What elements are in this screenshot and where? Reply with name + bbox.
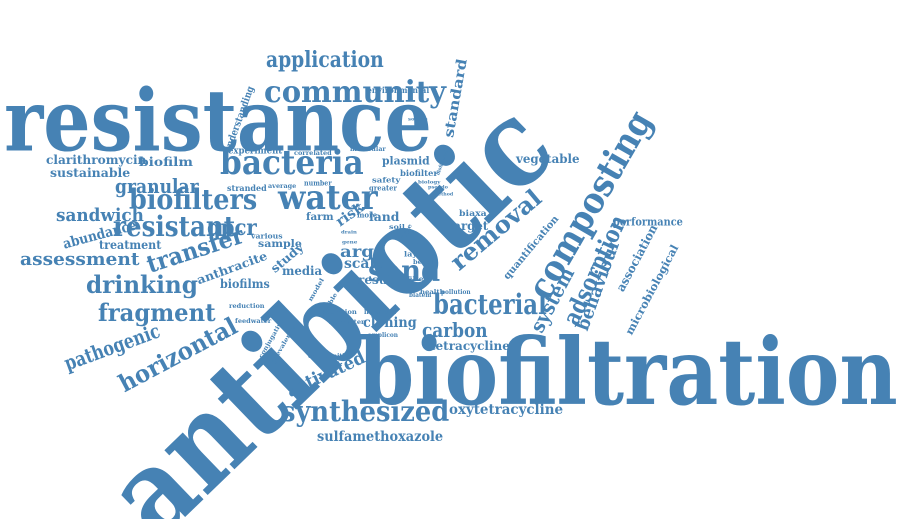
word-water: water <box>277 178 378 218</box>
word-vegetable: vegetable <box>515 152 580 166</box>
word-average: average <box>267 183 297 190</box>
word-pseudo: pseudo <box>428 184 448 191</box>
word-land: land <box>369 210 400 224</box>
word-toilet: toilet <box>403 239 423 246</box>
word-granular: granular <box>115 174 199 198</box>
word-performance: performance <box>613 215 683 229</box>
word-resistance: resistance <box>4 71 432 172</box>
word-biaxa: biaxa <box>458 208 487 218</box>
word-biology: biology <box>418 179 441 186</box>
word-safety: safety <box>372 175 401 185</box>
word-more: more <box>357 210 378 220</box>
word-target: target <box>447 219 489 233</box>
word-media: media <box>281 264 323 278</box>
word-tetracycline: tetracycline <box>430 339 510 353</box>
word-communities: communities <box>308 353 352 360</box>
word-feedwater: feedwater <box>234 318 272 325</box>
word-livestock: livestock <box>363 309 396 316</box>
word-qpcr: qpcr <box>206 215 257 241</box>
word-soil: soil <box>389 224 405 231</box>
word-arg: arg <box>340 242 374 261</box>
word-biofiltration: biofiltration <box>358 318 898 426</box>
word-number: number <box>304 178 332 188</box>
word-amplicon: amplicon <box>367 332 399 339</box>
word-bacterial: bacterial <box>433 288 547 321</box>
word-molecular: molecular <box>349 146 386 153</box>
word-environmental: environmental <box>366 85 430 95</box>
word-sand: sand <box>368 254 441 289</box>
word-source: source <box>407 116 428 123</box>
word-application: application <box>265 47 384 73</box>
word-oxytetracycline: oxytetracycline <box>448 402 564 418</box>
word-reduction: reduction <box>228 303 265 310</box>
word-drinking: drinking <box>85 270 198 299</box>
word-sustainable: sustainable <box>49 166 131 180</box>
word-bacteria: bacteria <box>220 143 364 183</box>
word-biofilters: biofilters <box>128 183 258 216</box>
word-method: method <box>433 191 454 198</box>
word-plasmid: plasmid <box>381 154 430 168</box>
word-stranded: stranded <box>227 183 267 193</box>
word-biofilter: biofilter <box>399 168 438 178</box>
word-health: health <box>419 289 445 296</box>
word-farm: farm <box>306 212 334 223</box>
word-greater: greater <box>368 183 397 193</box>
word-clarithromycin: clarithromycin <box>46 153 147 167</box>
word-biofilm: biofilm <box>138 155 193 169</box>
word-assessment: assessment <box>20 249 140 270</box>
word-carbon: carbon <box>422 318 488 342</box>
word-cloning: cloning <box>363 315 417 331</box>
word-result: result <box>358 273 398 287</box>
word-fragment: fragment <box>98 298 216 327</box>
word-correlated: correlated <box>293 150 332 157</box>
word-biofilms: biofilms <box>219 277 270 291</box>
word-resistant: resistant <box>112 210 236 243</box>
word-drain: drain <box>340 229 357 236</box>
word-treatment: treatment <box>99 238 162 252</box>
word-rainwater: rainwater <box>328 319 365 326</box>
word-scale: scale <box>344 256 384 272</box>
word-sulfamethoxazole: sulfamethoxazole <box>316 429 444 445</box>
word-layer: layer <box>403 249 427 259</box>
word-community: community <box>264 75 447 110</box>
word-gene: gene <box>341 239 358 246</box>
word-bench: bench <box>413 259 436 266</box>
word-blatem: blatem <box>408 292 432 299</box>
word-synthesized: synthesized <box>281 395 450 428</box>
word-various: various <box>251 231 283 241</box>
word-pollution: pollution <box>440 289 471 296</box>
word-filtration: filtration <box>323 309 357 316</box>
word-filter: filter <box>407 276 428 283</box>
word-sandwich: sandwich <box>56 205 144 226</box>
word-experiment: experiment <box>228 146 283 157</box>
word-sample: sample <box>258 239 302 250</box>
